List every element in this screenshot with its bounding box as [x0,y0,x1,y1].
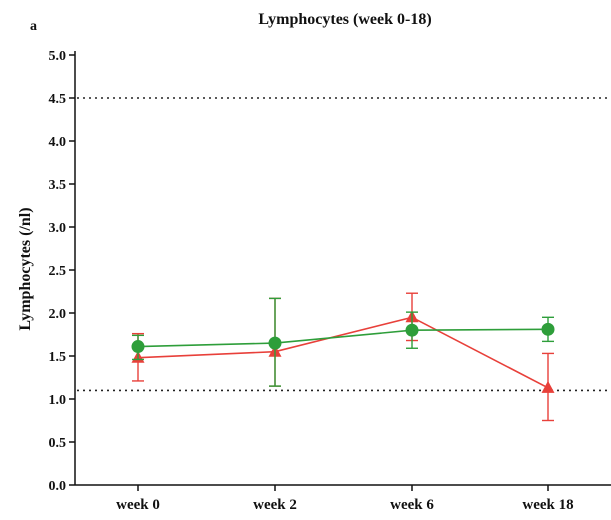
data-point [541,322,555,336]
series-triangle [131,292,555,422]
y-tick-label: 3.0 [49,221,67,236]
y-tick-label: 1.0 [49,393,67,408]
y-tick-label: 1.5 [49,350,67,365]
y-tick-label: 5.0 [49,49,67,64]
x-tick-label: week 6 [390,497,434,513]
panel-label: a [30,19,37,34]
series-circle [131,297,555,387]
x-tick-label: week 2 [253,497,297,513]
y-tick-label: 4.0 [49,135,67,150]
x-tick-label: week 0 [116,497,160,513]
y-tick-label: 3.5 [49,178,67,193]
y-tick-label: 0.0 [49,479,67,494]
y-tick-label: 2.0 [49,307,67,322]
reference-lines [77,97,611,392]
data-series [131,292,555,422]
x-tick-label: week 18 [522,497,573,513]
data-point [405,323,419,337]
series-line [137,328,549,348]
data-point [268,336,282,350]
y-tick-label: 4.5 [49,92,67,107]
chart-title: Lymphocytes (week 0-18) [258,11,431,28]
data-point [541,380,555,393]
data-point [131,340,145,354]
axes: 0.0 0.5 1.0 1.5 2.0 2.5 3.0 3.5 4.0 4.5 5.0 week 0 w… [49,49,611,513]
y-axis-label: Lymphocytes (/nl) [17,207,34,330]
y-tick-label: 2.5 [49,264,67,279]
y-tick-label: 0.5 [49,436,67,451]
series-line [137,316,549,389]
